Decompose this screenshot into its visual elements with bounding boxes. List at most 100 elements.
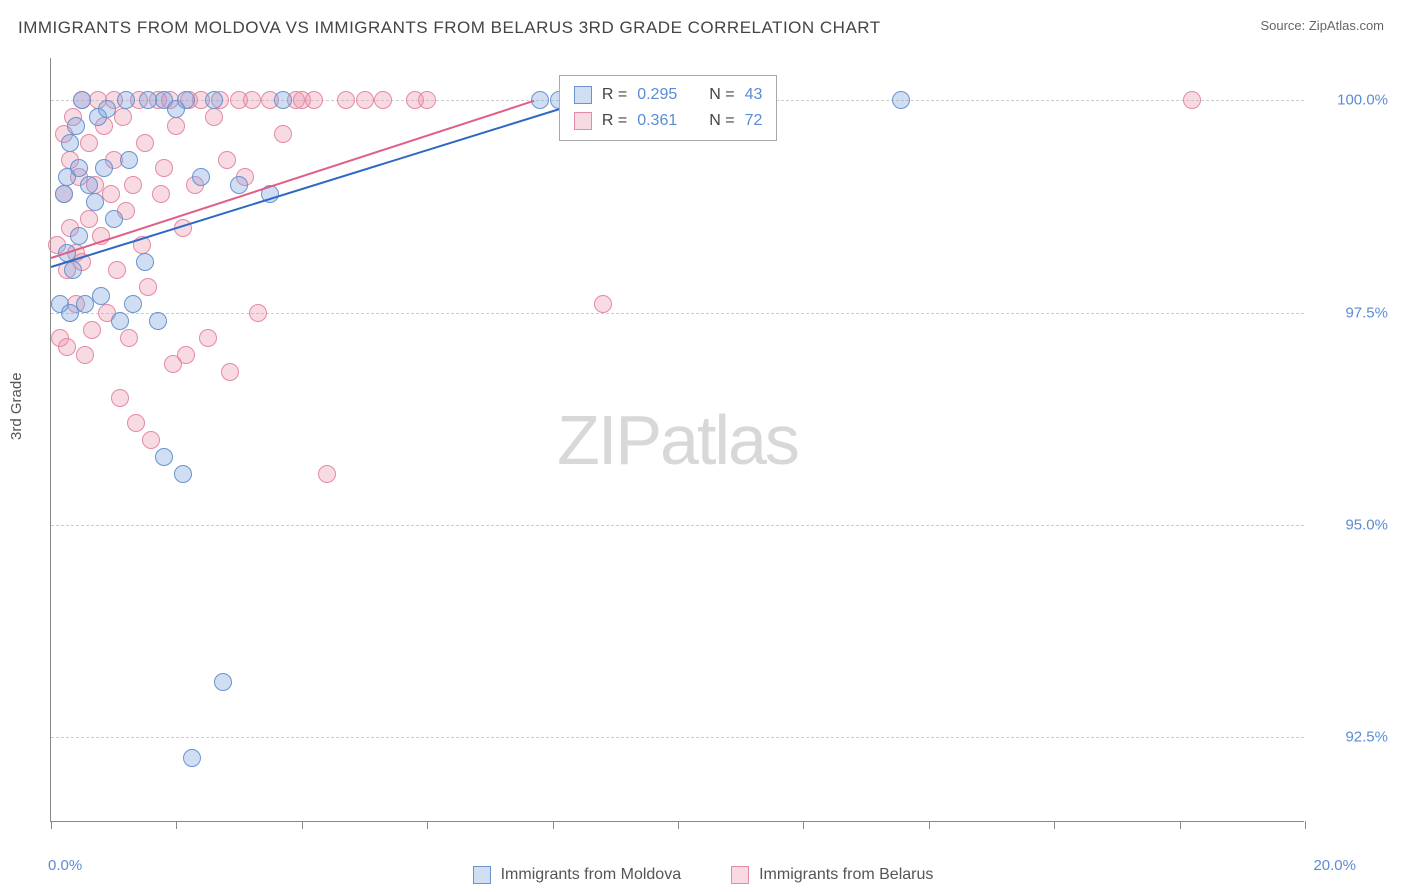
data-point bbox=[124, 176, 142, 194]
x-tick bbox=[176, 821, 177, 829]
data-point bbox=[274, 91, 292, 109]
legend-label-belarus: Immigrants from Belarus bbox=[759, 866, 933, 884]
data-point bbox=[61, 134, 79, 152]
data-point bbox=[205, 108, 223, 126]
x-tick bbox=[553, 821, 554, 829]
y-tick-label: 92.5% bbox=[1318, 729, 1388, 746]
x-tick bbox=[1180, 821, 1181, 829]
gridline bbox=[51, 737, 1304, 738]
data-point bbox=[243, 91, 261, 109]
legend-label-moldova: Immigrants from Moldova bbox=[501, 866, 682, 884]
data-point bbox=[183, 749, 201, 767]
data-point bbox=[117, 91, 135, 109]
legend-item-moldova: Immigrants from Moldova bbox=[473, 866, 682, 884]
legend-item-belarus: Immigrants from Belarus bbox=[731, 866, 933, 884]
data-point bbox=[199, 329, 217, 347]
data-point bbox=[80, 210, 98, 228]
x-tick bbox=[678, 821, 679, 829]
x-tick bbox=[1054, 821, 1055, 829]
data-point bbox=[230, 176, 248, 194]
data-point bbox=[218, 151, 236, 169]
legend-swatch-belarus bbox=[731, 866, 749, 884]
y-tick-label: 97.5% bbox=[1318, 304, 1388, 321]
correlation-legend: R = 0.295 N = 43 R = 0.361 N = 72 bbox=[559, 75, 778, 141]
data-point bbox=[136, 134, 154, 152]
data-point bbox=[83, 321, 101, 339]
data-point bbox=[80, 134, 98, 152]
data-point bbox=[205, 91, 223, 109]
data-point bbox=[92, 287, 110, 305]
x-tick bbox=[427, 821, 428, 829]
data-point bbox=[177, 91, 195, 109]
legend-row: R = 0.295 N = 43 bbox=[574, 82, 763, 108]
x-tick bbox=[929, 821, 930, 829]
data-point bbox=[139, 278, 157, 296]
n-label: N = bbox=[709, 82, 734, 108]
data-point bbox=[136, 253, 154, 271]
data-point bbox=[98, 100, 116, 118]
data-point bbox=[86, 193, 104, 211]
data-point bbox=[108, 261, 126, 279]
x-tick bbox=[803, 821, 804, 829]
data-point bbox=[418, 91, 436, 109]
source-label: Source: ZipAtlas.com bbox=[1260, 18, 1384, 33]
data-point bbox=[111, 312, 129, 330]
data-point bbox=[58, 338, 76, 356]
r-label: R = bbox=[602, 108, 627, 134]
r-value: 0.361 bbox=[637, 108, 677, 134]
data-point bbox=[80, 176, 98, 194]
legend-row: R = 0.361 N = 72 bbox=[574, 108, 763, 134]
data-point bbox=[73, 91, 91, 109]
data-point bbox=[594, 295, 612, 313]
data-point bbox=[152, 185, 170, 203]
bottom-legend: Immigrants from Moldova Immigrants from … bbox=[0, 866, 1406, 884]
n-value: 72 bbox=[745, 108, 763, 134]
data-point bbox=[155, 448, 173, 466]
data-point bbox=[221, 363, 239, 381]
y-tick-label: 95.0% bbox=[1318, 516, 1388, 533]
watermark-bold: ZIP bbox=[557, 401, 660, 479]
data-point bbox=[149, 312, 167, 330]
chart-title: IMMIGRANTS FROM MOLDOVA VS IMMIGRANTS FR… bbox=[18, 18, 881, 38]
data-point bbox=[105, 210, 123, 228]
data-point bbox=[356, 91, 374, 109]
data-point bbox=[337, 91, 355, 109]
n-value: 43 bbox=[745, 82, 763, 108]
data-point bbox=[192, 168, 210, 186]
data-point bbox=[167, 117, 185, 135]
data-point bbox=[124, 295, 142, 313]
legend-swatch bbox=[574, 112, 592, 130]
data-point bbox=[95, 159, 113, 177]
data-point bbox=[76, 346, 94, 364]
r-label: R = bbox=[602, 82, 627, 108]
data-point bbox=[214, 673, 232, 691]
data-point bbox=[102, 185, 120, 203]
data-point bbox=[177, 346, 195, 364]
r-value: 0.295 bbox=[637, 82, 677, 108]
data-point bbox=[70, 227, 88, 245]
data-point bbox=[70, 159, 88, 177]
data-point bbox=[111, 389, 129, 407]
x-tick bbox=[51, 821, 52, 829]
data-point bbox=[174, 465, 192, 483]
scatter-plot: ZIPatlas 92.5%95.0%97.5%100.0%R =0.295N … bbox=[50, 58, 1304, 822]
gridline bbox=[51, 313, 1304, 314]
data-point bbox=[155, 159, 173, 177]
data-point bbox=[1183, 91, 1201, 109]
data-point bbox=[249, 304, 267, 322]
n-label: N = bbox=[709, 108, 734, 134]
data-point bbox=[127, 414, 145, 432]
data-point bbox=[120, 151, 138, 169]
data-point bbox=[892, 91, 910, 109]
data-point bbox=[55, 185, 73, 203]
data-point bbox=[318, 465, 336, 483]
x-tick bbox=[302, 821, 303, 829]
y-tick-label: 100.0% bbox=[1318, 92, 1388, 109]
data-point bbox=[120, 329, 138, 347]
data-point bbox=[305, 91, 323, 109]
data-point bbox=[274, 125, 292, 143]
watermark-thin: atlas bbox=[660, 401, 798, 479]
data-point bbox=[64, 261, 82, 279]
data-point bbox=[374, 91, 392, 109]
x-tick bbox=[1305, 821, 1306, 829]
